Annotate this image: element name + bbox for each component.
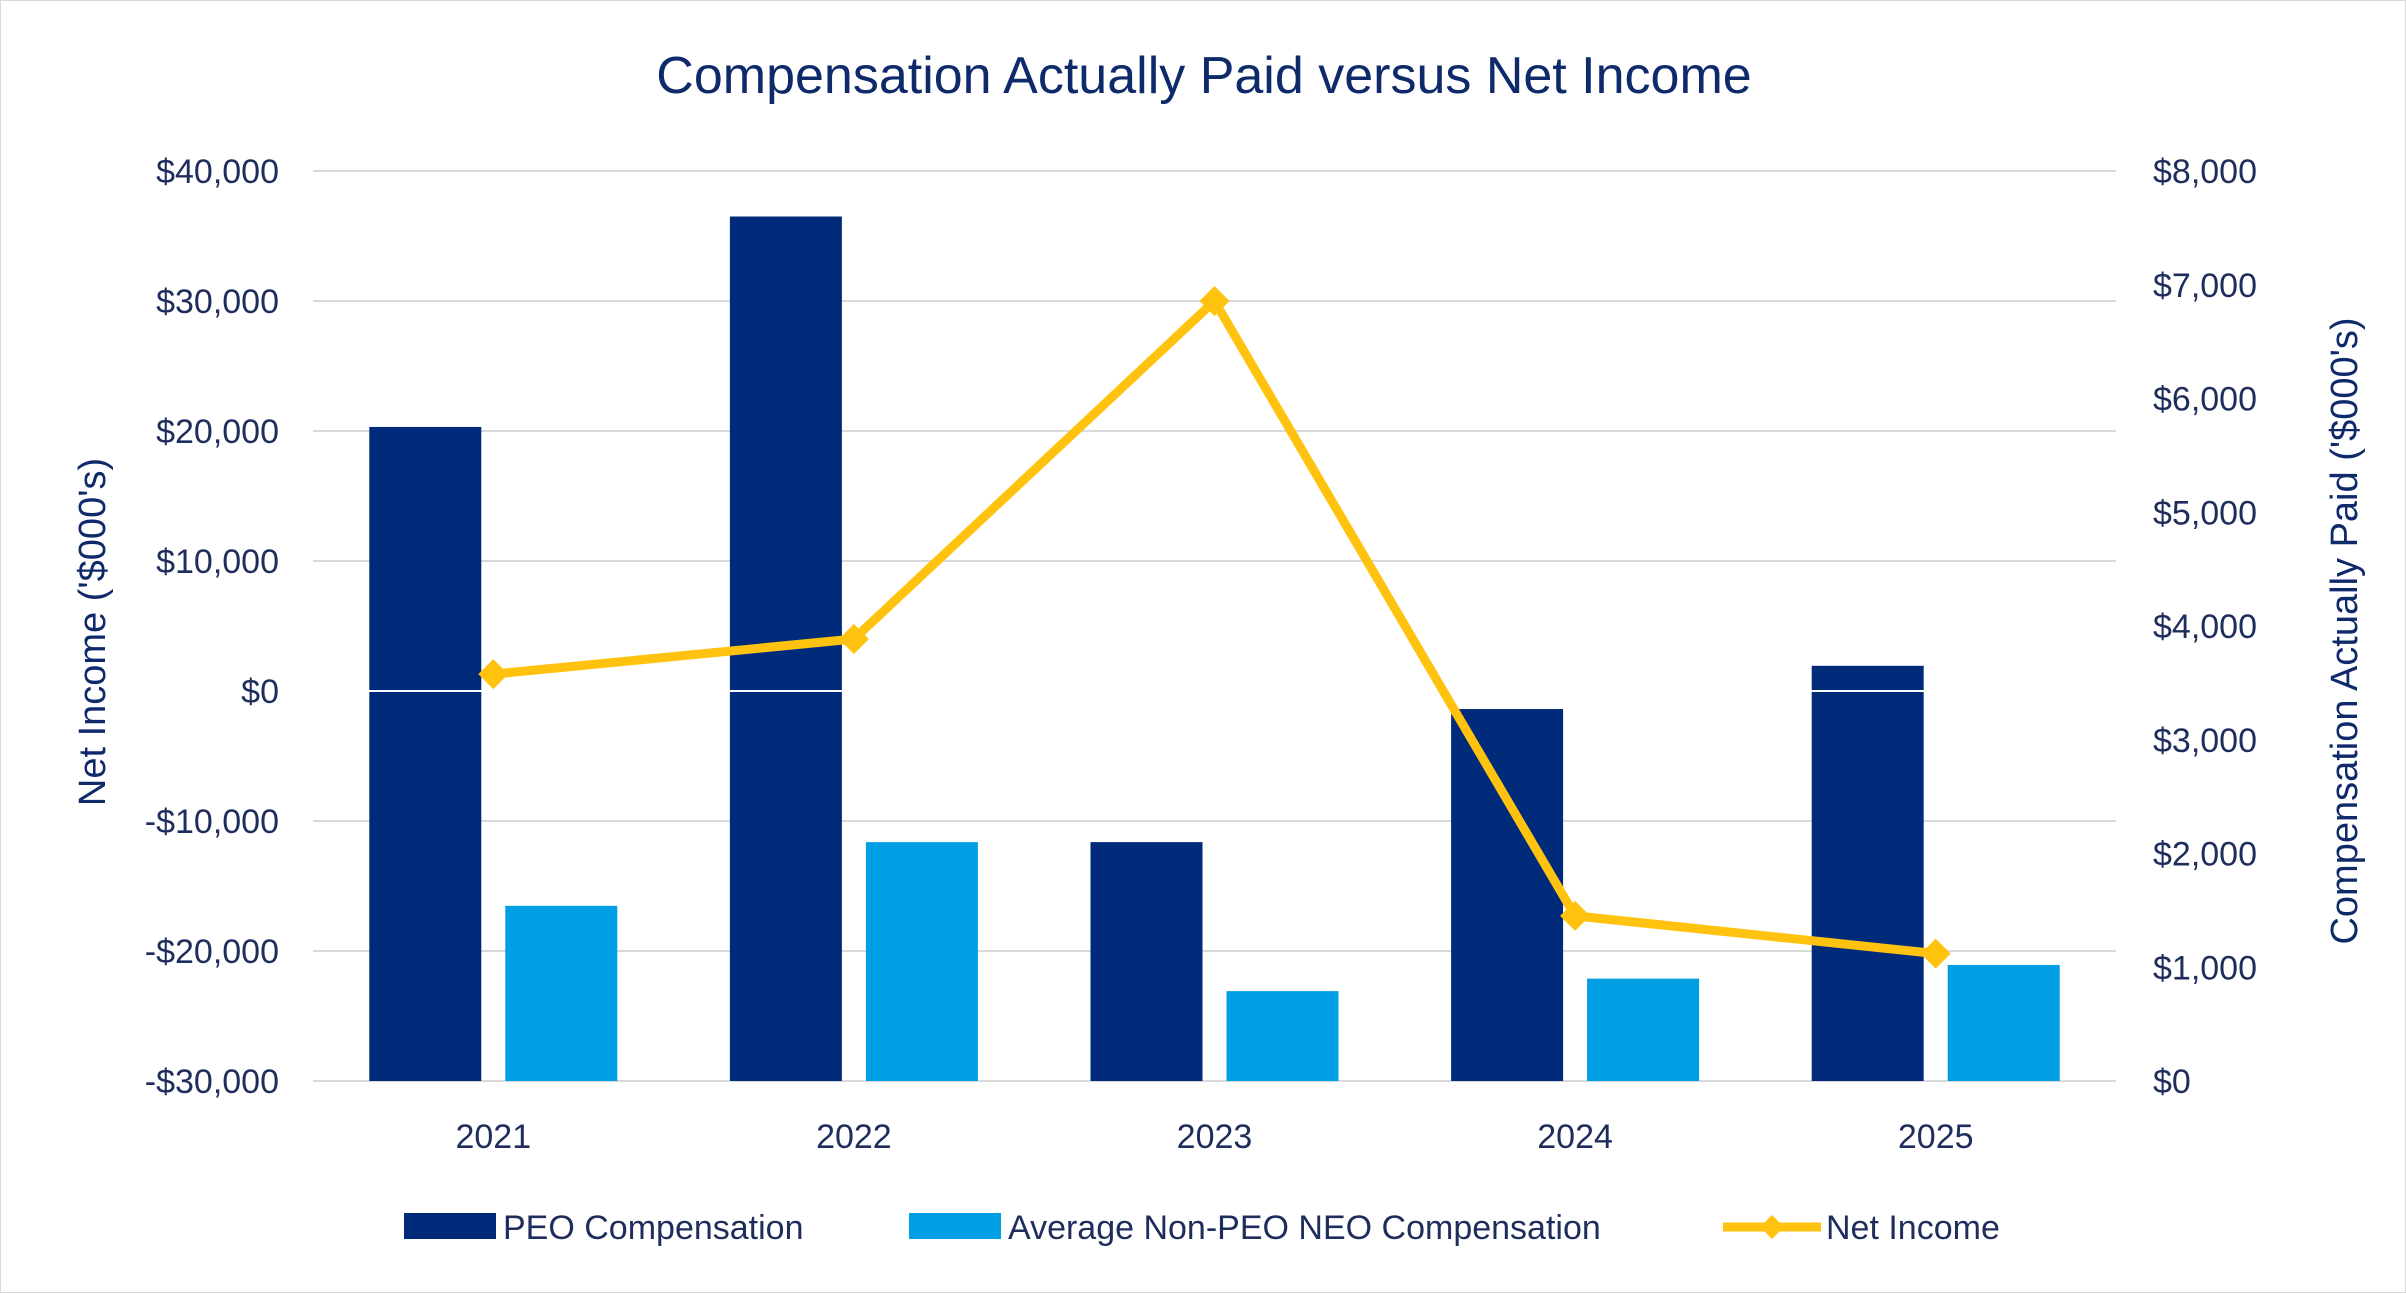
net-income-point-2021: [478, 659, 509, 690]
left-tick-label: -$10,000: [145, 803, 279, 841]
legend-label-average-non-peo-neo-compensation: Average Non-PEO NEO Compensation: [1008, 1209, 1601, 1247]
left-tick-label: $20,000: [156, 413, 279, 451]
right-tick-label: $8,000: [2153, 153, 2257, 191]
right-tick-label: $0: [2153, 1063, 2191, 1101]
net-income-line: [478, 286, 1951, 969]
bar-average-non-peo-neo-compensation-2021: [505, 905, 618, 1081]
net-income-point-2022: [838, 624, 869, 654]
left-tick-label: -$20,000: [145, 933, 279, 971]
category-label-2021: 2021: [455, 1118, 531, 1156]
bar-peo-compensation-2021: [369, 426, 482, 1081]
left-tick-label: $10,000: [156, 543, 279, 581]
net-income-point-2024: [1560, 900, 1591, 931]
category-label-2022: 2022: [816, 1118, 892, 1156]
right-tick-label: $5,000: [2153, 494, 2257, 532]
net-income-point-2023: [1199, 286, 1230, 316]
category-label-2024: 2024: [1537, 1118, 1613, 1156]
left-tick-label: -$30,000: [145, 1063, 279, 1101]
legend-marker-net-income: [1760, 1215, 1784, 1239]
right-axis-title: Compensation Actually Paid ('$000's): [2324, 317, 2366, 944]
net-income-series-line: [492, 296, 1937, 959]
net-income-point-2025: [1920, 938, 1951, 969]
right-tick-label: $4,000: [2153, 608, 2257, 646]
left-tick-label: $30,000: [156, 283, 279, 321]
legend-swatch-peo-compensation: [404, 1213, 496, 1239]
category-label-2023: 2023: [1177, 1118, 1253, 1156]
bar-average-non-peo-neo-compensation-2023: [1226, 991, 1339, 1081]
bar-peo-compensation-2023: [1090, 842, 1203, 1081]
bar-peo-compensation-2025: [1811, 665, 1924, 1081]
legend: PEO Compensation Average Non-PEO NEO Comp…: [404, 1209, 2000, 1247]
bar-average-non-peo-neo-compensation-2022: [865, 842, 978, 1081]
legend-label-net-income: Net Income: [1826, 1209, 2000, 1247]
left-tick-label: $0: [241, 673, 279, 711]
left-axis-ticks: $40,000 $30,000 $20,000 $10,000 $0 -$10,000 -$…: [145, 153, 279, 1101]
left-tick-label: $40,000: [156, 153, 279, 191]
legend-swatch-average-non-peo-neo-compensation: [909, 1213, 1001, 1239]
legend-label-peo-compensation: PEO Compensation: [503, 1209, 804, 1247]
left-axis-title: Net Income ('$000's): [72, 458, 114, 806]
right-tick-label: $2,000: [2153, 836, 2257, 874]
category-label-2025: 2025: [1898, 1118, 1974, 1156]
right-axis-ticks: $8,000 $7,000 $6,000 $5,000 $4,000 $3,000 $2,0…: [2153, 153, 2257, 1101]
bar-average-non-peo-neo-compensation-2025: [1947, 964, 2060, 1081]
right-tick-label: $3,000: [2153, 722, 2257, 760]
bar-average-non-peo-neo-compensation-2024: [1587, 978, 1700, 1081]
bar-peo-compensation-2024: [1451, 709, 1564, 1081]
category-axis: 2021 2022 2023 2024 2025: [455, 1118, 1973, 1156]
chart-title: Compensation Actually Paid versus Net In…: [656, 47, 1751, 105]
right-tick-label: $6,000: [2153, 381, 2257, 419]
right-tick-label: $1,000: [2153, 949, 2257, 987]
right-tick-label: $7,000: [2153, 267, 2257, 305]
